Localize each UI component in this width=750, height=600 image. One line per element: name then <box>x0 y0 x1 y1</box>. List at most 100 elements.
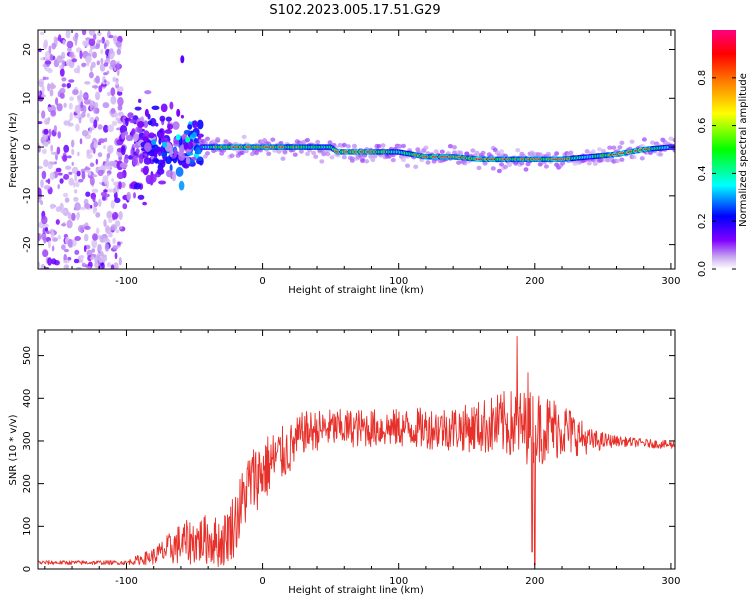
heatmap-cell <box>99 63 106 72</box>
heatmap-cell <box>193 137 198 143</box>
heatmap-cell <box>108 218 113 223</box>
heatmap-cell <box>607 145 613 150</box>
colorbar-label: Normalized spectral amplitude <box>738 73 749 227</box>
heatmap-cell <box>38 48 42 53</box>
heatmap-cell <box>545 151 551 157</box>
heatmap-cell <box>103 219 107 228</box>
heatmap-cell <box>132 155 139 166</box>
heatmap-cell <box>110 87 116 97</box>
heatmap-cell <box>202 154 208 159</box>
heatmap-cell <box>88 30 96 36</box>
heatmap-cell <box>183 142 189 150</box>
heatmap-cell <box>180 114 184 119</box>
heatmap-cell <box>94 91 101 101</box>
heatmap-cell <box>44 60 52 65</box>
heatmap-cell <box>100 49 104 55</box>
heatmap-cell <box>165 169 173 178</box>
heatmap-cell <box>138 98 142 103</box>
heatmap-cell <box>104 176 108 186</box>
heatmap-y-tick-label: 0 <box>22 144 33 150</box>
heatmap-cell <box>99 235 106 243</box>
heatmap-cell <box>554 151 560 156</box>
heatmap-frame <box>37 29 676 270</box>
heatmap-cell <box>178 180 185 191</box>
heatmap-cell <box>100 57 104 65</box>
heatmap-cell <box>413 164 419 169</box>
heatmap-cell <box>47 178 51 185</box>
heatmap-cell <box>115 229 120 234</box>
heatmap-cell <box>180 55 185 64</box>
heatmap-cell <box>79 50 83 60</box>
heatmap-cell <box>43 56 46 61</box>
heatmap-cell <box>84 81 91 85</box>
heatmap-cell <box>93 102 99 108</box>
colorbar: 0.0 0.2 0.4 0.6 0.8 Normalized spectral ampl… <box>697 30 749 277</box>
heatmap-cell <box>81 111 86 118</box>
heatmap-cell <box>74 104 81 114</box>
heatmap-cell <box>106 210 113 219</box>
heatmap-cell <box>63 173 70 180</box>
heatmap-cell <box>71 139 75 148</box>
heatmap-cell <box>115 41 122 48</box>
heatmap-cell <box>51 258 57 265</box>
heatmap-cell <box>79 206 86 211</box>
heatmap-cell <box>79 138 83 145</box>
heatmap-cell <box>108 34 114 39</box>
heatmap-cell <box>560 161 566 166</box>
heatmap-cell <box>40 31 45 35</box>
heatmap-cell <box>147 120 153 126</box>
heatmap-cell <box>104 243 110 252</box>
heatmap-cell <box>650 140 655 145</box>
heatmap-cell <box>67 47 72 52</box>
heatmap-y-tick-label: 20 <box>22 43 33 56</box>
heatmap-cell <box>619 140 625 145</box>
heatmap-cell <box>142 165 149 176</box>
heatmap-cell <box>523 167 529 172</box>
heatmap-cell <box>38 145 41 153</box>
heatmap-cell <box>49 82 55 90</box>
heatmap-cell <box>135 148 140 155</box>
heatmap-cell <box>101 195 106 201</box>
heatmap-cell <box>54 161 57 165</box>
heatmap-cell <box>82 40 87 46</box>
heatmap-cell <box>496 168 502 174</box>
heatmap-y-label: Frequency (Hz) <box>8 112 19 188</box>
heatmap-cell <box>329 155 335 160</box>
heatmap-cell <box>63 102 67 108</box>
heatmap-cell <box>109 48 114 54</box>
heatmap-cell <box>672 137 675 143</box>
snr-x-tick-label: 0 <box>259 576 265 587</box>
heatmap-cell <box>105 157 110 167</box>
heatmap-cell <box>114 220 121 227</box>
snr-y-tick-label: 200 <box>22 474 33 493</box>
heatmap-cell <box>586 161 592 166</box>
heatmap-cell <box>349 156 355 161</box>
heatmap-cell <box>59 202 64 211</box>
heatmap-cell <box>229 153 235 158</box>
heatmap-cell <box>160 160 166 168</box>
heatmap-cell <box>109 160 115 167</box>
heatmap-cell <box>93 141 98 149</box>
heatmap-cell <box>126 191 131 201</box>
heatmap-cell <box>55 219 60 225</box>
heatmap-cell <box>124 154 129 159</box>
heatmap-cell <box>107 144 114 154</box>
heatmap-cell <box>61 223 66 227</box>
colorbar-tick-label: 0.2 <box>697 213 708 229</box>
snr-x-tick-label: 300 <box>661 576 680 587</box>
heatmap-cell <box>215 136 221 142</box>
heatmap-x-tick-label: -100 <box>115 276 138 287</box>
heatmap-cell <box>57 184 60 190</box>
heatmap-cell <box>81 171 86 180</box>
heatmap-cell <box>41 170 47 180</box>
heatmap-cell <box>243 148 249 154</box>
heatmap-cell <box>93 201 98 208</box>
heatmap-cell <box>67 211 71 219</box>
heatmap-cell <box>110 107 116 114</box>
heatmap-cell <box>71 161 74 166</box>
heatmap-cell <box>127 112 134 119</box>
heatmap-cell <box>143 157 152 165</box>
heatmap-cell <box>95 158 99 165</box>
heatmap-cell <box>96 60 101 66</box>
